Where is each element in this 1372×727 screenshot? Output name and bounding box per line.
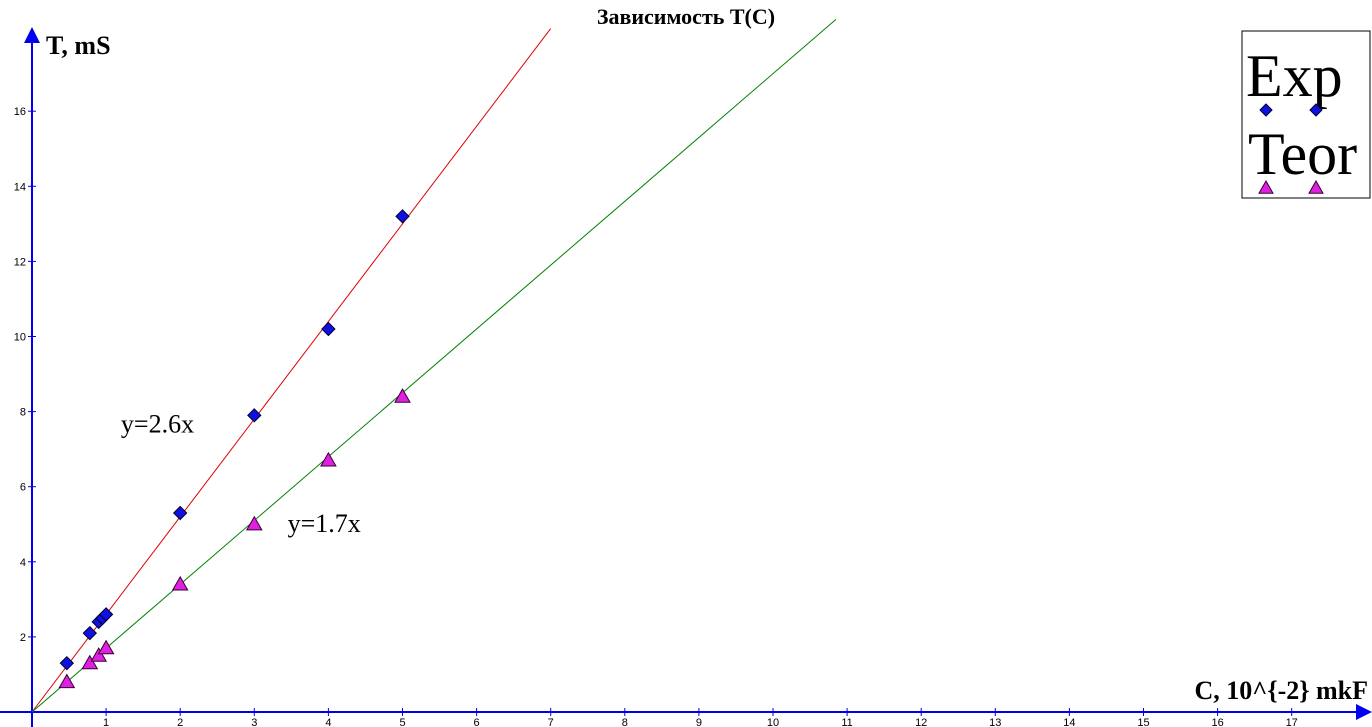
- x-axis-label: C, 10^{-2} mkF: [1194, 676, 1368, 705]
- data-point: [321, 321, 336, 337]
- x-tick-label: 9: [696, 717, 702, 727]
- x-tick-label: 15: [1137, 717, 1149, 727]
- legend-marker-teor: [1258, 179, 1274, 194]
- y-tick-label: 8: [20, 407, 26, 419]
- legend-marker-teor: [1308, 179, 1324, 194]
- series-teor: [58, 388, 411, 689]
- x-tick-label: 17: [1286, 717, 1298, 727]
- y-tick-label: 4: [20, 557, 26, 569]
- x-tick-label: 6: [474, 717, 480, 727]
- x-tick-label: 5: [399, 717, 405, 727]
- y-tick-label: 10: [14, 332, 26, 344]
- data-point: [59, 655, 75, 671]
- x-tick-label: 14: [1063, 717, 1075, 727]
- data-point: [247, 408, 262, 423]
- y-axis-label: T, mS: [46, 31, 111, 60]
- legend-box: [1241, 30, 1371, 199]
- legend-marker-exp: [1259, 103, 1273, 117]
- x-tick-label: 16: [1211, 717, 1223, 727]
- legend-markers: [1258, 103, 1324, 194]
- axes: [0, 27, 1372, 727]
- series-exp: [59, 209, 410, 671]
- legend: Exp Teor: [1241, 30, 1371, 199]
- data-point: [81, 654, 99, 670]
- data-point: [98, 607, 114, 622]
- y-tick-label: 12: [14, 256, 26, 268]
- data-point: [82, 625, 98, 641]
- fit-lines: [31, 19, 837, 713]
- y-tick-label: 6: [20, 482, 26, 494]
- x-tick-label: 3: [251, 717, 257, 727]
- y-tick-label: 16: [14, 106, 26, 118]
- y-tick-label: 2: [20, 632, 26, 644]
- legend-label-teor: Teor: [1248, 121, 1357, 187]
- y-axis-arrow: [24, 27, 40, 43]
- data-points: [58, 209, 411, 689]
- x-tick-label: 8: [622, 717, 628, 727]
- x-tick-label: 2: [177, 717, 183, 727]
- x-tick-label: 12: [915, 717, 927, 727]
- x-axis-arrow: [1356, 704, 1372, 720]
- x-tick-label: 13: [989, 717, 1001, 727]
- x-tick-label: 1: [103, 717, 109, 727]
- x-tick-label: 7: [548, 717, 554, 727]
- annotations: y=2.6x y=1.7x: [121, 409, 361, 538]
- fit-equation-label: y=2.6x: [121, 409, 194, 438]
- legend-label-exp: Exp: [1246, 43, 1343, 109]
- y-tick-label: 14: [14, 181, 26, 193]
- fit-line-1: [31, 19, 837, 713]
- x-tick-label: 10: [767, 717, 779, 727]
- data-point: [395, 209, 410, 224]
- data-point: [394, 388, 411, 403]
- data-point: [320, 451, 337, 467]
- chart-title: Зависимость T(C): [597, 4, 775, 29]
- legend-marker-exp: [1309, 103, 1323, 117]
- data-point: [172, 505, 188, 521]
- data-point: [58, 673, 76, 689]
- data-point: [171, 575, 189, 591]
- x-tick-label: 4: [325, 717, 331, 727]
- data-point: [245, 515, 263, 531]
- x-tick-label: 11: [841, 717, 852, 727]
- fit-equation-label: y=1.7x: [288, 509, 361, 538]
- data-point: [97, 639, 115, 655]
- data-point: [90, 647, 108, 662]
- fit-line-0: [31, 28, 552, 713]
